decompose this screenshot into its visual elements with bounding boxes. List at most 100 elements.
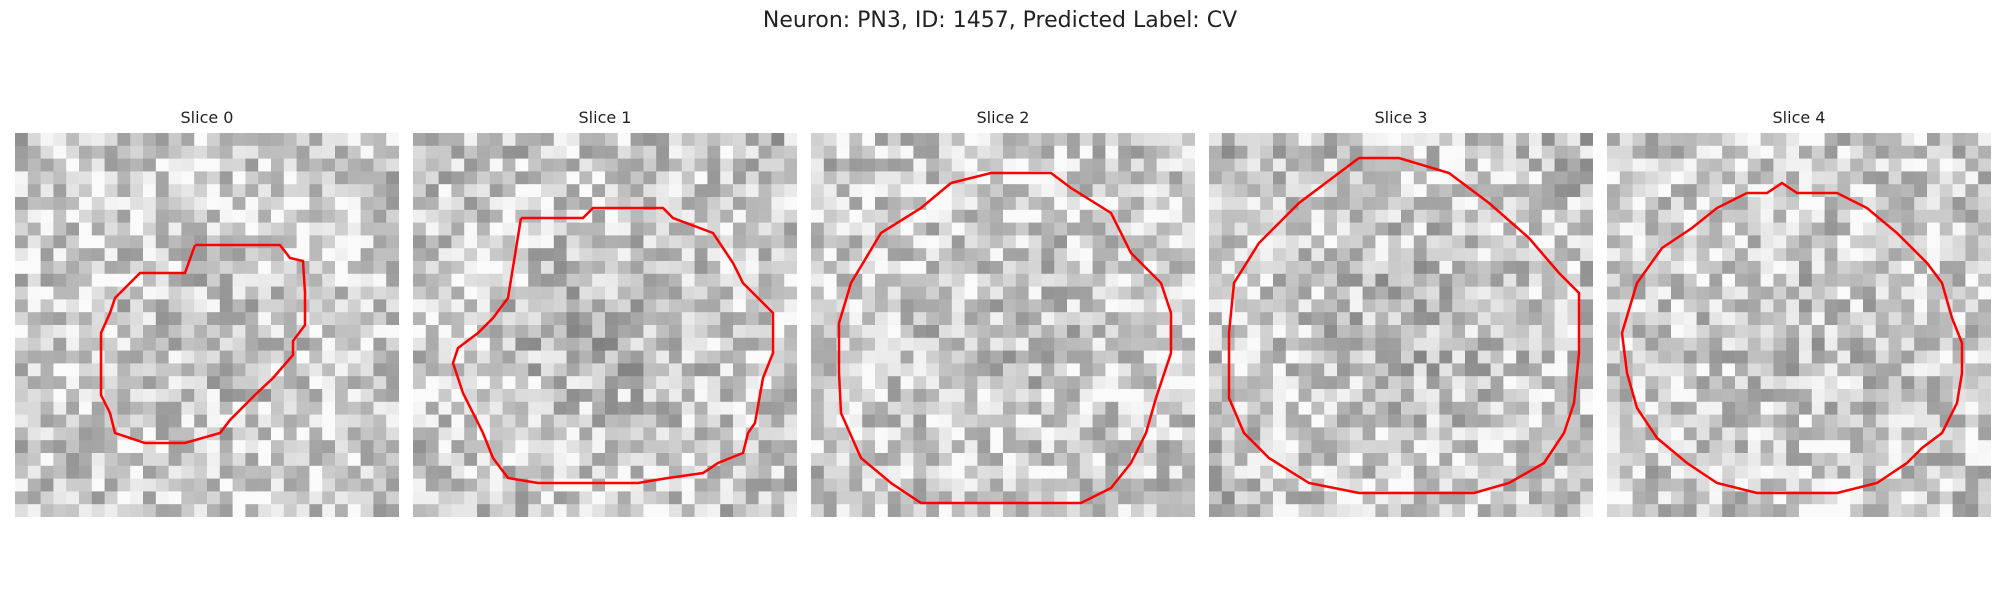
pixel [515, 363, 529, 377]
pixel [271, 453, 285, 467]
pixel [951, 376, 966, 390]
pixel [1490, 171, 1504, 185]
pixel [1773, 273, 1787, 288]
pixel [1234, 197, 1248, 211]
pixel [1863, 350, 1877, 364]
pixel [258, 261, 272, 275]
pixel [1914, 197, 1928, 211]
pixel [347, 478, 362, 492]
pixel [1888, 235, 1902, 249]
pixel [1503, 491, 1517, 505]
pixel [258, 504, 272, 517]
pixel [1452, 491, 1466, 505]
pixel [1503, 235, 1517, 249]
pixel [1888, 197, 1902, 211]
pixel [1324, 209, 1338, 224]
pixel [1041, 158, 1055, 172]
pixel [951, 427, 966, 441]
pixel [1952, 261, 1966, 275]
pixel [1003, 389, 1017, 403]
pixel [1079, 427, 1094, 441]
pixel [373, 376, 387, 390]
pixel [900, 312, 914, 326]
pixel [681, 491, 696, 505]
pixel [630, 235, 644, 249]
pixel [1092, 248, 1106, 262]
pixel [669, 184, 683, 198]
pixel [130, 427, 144, 441]
pixel [605, 286, 619, 300]
pixel [258, 158, 272, 172]
pixel [1901, 261, 1915, 275]
pixel [1015, 261, 1030, 275]
pixel [296, 491, 310, 505]
pixel [438, 184, 452, 198]
pixel [1324, 504, 1338, 517]
pixel [1273, 171, 1287, 185]
pixel [605, 478, 619, 492]
pixel [1324, 491, 1338, 505]
pixel [926, 261, 940, 275]
pixel [194, 325, 208, 339]
pixel [1118, 261, 1132, 275]
pixel [309, 491, 323, 505]
pixel [194, 465, 208, 480]
pixel [1939, 222, 1954, 236]
pixel [143, 209, 157, 224]
pixel [681, 414, 696, 428]
pixel [1349, 197, 1364, 211]
pixel [913, 158, 927, 172]
pixel [1324, 350, 1338, 364]
pixel [515, 325, 529, 339]
pixel [579, 286, 593, 300]
pixel [1863, 504, 1877, 517]
pixel [745, 453, 760, 467]
pixel [1439, 401, 1453, 416]
pixel [1645, 337, 1659, 352]
pixel [258, 145, 272, 160]
pixel [1863, 184, 1877, 198]
pixel [1811, 261, 1826, 275]
pixel [977, 197, 991, 211]
pixel [1503, 414, 1517, 428]
pixel [758, 286, 772, 300]
pixel [1619, 453, 1634, 467]
pixel [1209, 504, 1223, 517]
pixel [1837, 389, 1851, 403]
pixel [1143, 453, 1158, 467]
pixel [386, 337, 399, 352]
pixel [502, 145, 516, 160]
pixel [1349, 184, 1364, 198]
pixel [849, 171, 863, 185]
pixel [771, 133, 785, 147]
pixel [1567, 222, 1581, 236]
pixel [875, 184, 889, 198]
pixel [1799, 197, 1813, 211]
pixel [271, 491, 285, 505]
pixel [1850, 363, 1864, 377]
pixel [1349, 363, 1364, 377]
pixel [771, 235, 785, 249]
pixel [1388, 504, 1402, 517]
pixel [15, 273, 29, 288]
pixel [1169, 465, 1183, 480]
pixel [413, 337, 427, 352]
pixel [1105, 312, 1119, 326]
pixel [1054, 209, 1068, 224]
pixel [939, 133, 953, 147]
pixel [1054, 465, 1068, 480]
pixel [104, 209, 118, 224]
pixel [836, 453, 850, 467]
pixel [758, 222, 772, 236]
pixel [553, 222, 568, 236]
pixel [117, 389, 131, 403]
pixel [1156, 273, 1170, 288]
pixel [566, 401, 580, 416]
pixel [707, 248, 721, 262]
pixel [451, 414, 465, 428]
pixel [1143, 286, 1158, 300]
pixel [1607, 465, 1621, 480]
pixel [143, 261, 157, 275]
pixel [811, 427, 825, 441]
pixel [939, 337, 953, 352]
